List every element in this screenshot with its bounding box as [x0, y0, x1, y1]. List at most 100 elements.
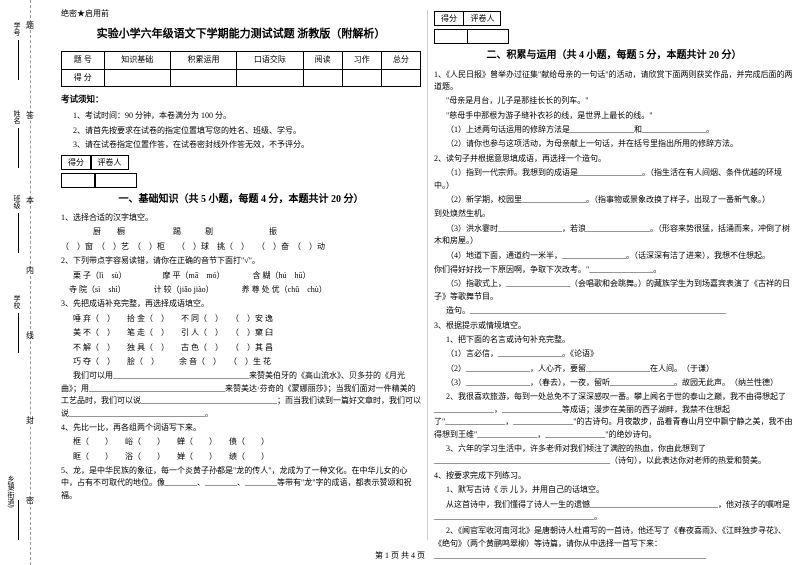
td[interactable]: [170, 69, 236, 86]
seal-char-4: 内: [26, 265, 34, 276]
section-2-title: 二、积累与运用（共 4 小题，每题 5 分，本题共计 20 分）: [434, 48, 794, 64]
q4: 4、先比一比，再各组两个词语写下来。: [61, 422, 421, 434]
margin-underline-4: [18, 313, 19, 353]
rater-label: 评卷人: [91, 155, 129, 170]
s2q1d: （2）请你也参与这项活动，为母亲献上一句话，并在括号里指出所用的修辞方法。: [434, 138, 794, 150]
content-area: 绝密★启用前 实验小学六年级语文下学期能力测试试题 浙教版（附解析） 题 号 知…: [55, 0, 800, 550]
s2q2e: （4）地道下面，通道约一米半，________________。（话深深有洁了进…: [434, 250, 794, 262]
th-1: 知识基础: [104, 52, 170, 69]
page-footer: 第 1 页 共 4 页: [0, 550, 800, 561]
th-3: 口语交际: [237, 52, 303, 69]
q3c: 不 解（ ） 独 具（ ） 古 色（ ） （ ）其 昌: [61, 342, 421, 354]
s2q2: 2、读句子并根据意思填成语，再选择一个造句。: [434, 153, 794, 165]
s2q3b: （1）言必信，________________。《论语》: [434, 348, 794, 360]
exam-title: 实验小学六年级语文下学期能力测试试题 浙教版（附解析）: [61, 26, 421, 43]
td[interactable]: [303, 69, 342, 86]
q3a: 唾 弃（ ） 拾 金（ ） 不 同（ ） （ ）安 逸: [61, 313, 421, 325]
s2q3e: 2、我很喜欢旅游，每到一处总免不了深深感叹一番。攀上闻名于世的泰山之巅，我不由得…: [434, 391, 794, 441]
q1: 1、选择合适的汉字填空。: [61, 212, 421, 224]
margin-underline-5: [18, 500, 19, 540]
th-num: 题 号: [62, 52, 105, 69]
td-score: 得 分: [62, 69, 105, 86]
q4b: 眶（ ） 浴（ ） 婵（ ） 绩（ ）: [61, 451, 421, 463]
seal-char-5: 线: [26, 330, 34, 341]
s2q1b: "慈母手中那根为游子缝补衣衫的线，是世界上最长的线。": [434, 110, 794, 122]
dashed-seal-line: [30, 0, 31, 565]
notice-1: 1、考试时间：90 分钟，本卷满分为 100 分。: [61, 110, 421, 122]
th-total: 总分: [381, 52, 420, 69]
margin-label-id: 学号: [12, 22, 22, 36]
q1-opts: （ ）窗 （ ）艺 （ ）柜 （ ）球 挑（ ） （ ）奋 （ ）动: [61, 241, 421, 253]
th-5: 习作: [342, 52, 381, 69]
score-blank[interactable]: [434, 29, 468, 44]
margin-underline-2: [18, 128, 19, 168]
q3e: 我们可以用__________________________________来…: [61, 370, 421, 420]
q3: 3、先把成语补充完整，再选择成语填空。: [61, 298, 421, 310]
s2q3a: 1、把下面的名言或诗句补充完整。: [434, 334, 794, 346]
q2a: 栗 子（lì sù） 摩 平（mā mó） 含 糊（hú hū）: [61, 270, 421, 282]
q2b: 寺 院（sì shì） 计 较（jiǎo jiào） 养 尊 处 优（chǔ c…: [61, 284, 421, 296]
seal-char-6: 封: [26, 415, 34, 426]
notice-header: 考试须知：: [61, 93, 421, 106]
td[interactable]: [381, 69, 420, 86]
s2q3c: （2）________________，人心齐，要留______________…: [434, 363, 794, 375]
table-row: 题 号 知识基础 积累运用 口语交际 阅读 习作 总分: [62, 52, 421, 69]
section-score-box: 得分 评卷人: [434, 11, 794, 26]
page: 学号 姓名 班级 学校 乡镇(街道) 题 答 本 内 线 封 密 绝密★启用前 …: [0, 0, 800, 565]
rater-label: 评卷人: [463, 11, 501, 26]
s2q2h: 造句。_____________________________________…: [434, 305, 794, 317]
seal-char-7: 密: [26, 495, 34, 506]
seal-char-1: 题: [26, 20, 34, 31]
td[interactable]: [342, 69, 381, 86]
section-score-box: 得分 评卷人: [61, 155, 421, 170]
s2q3d: （3）________________，（春去），一夜，留听__________…: [434, 377, 794, 389]
section-1-title: 一、基础知识（共 5 小题，每题 4 分，本题共计 20 分）: [61, 192, 421, 208]
margin-label-name: 姓名: [12, 110, 22, 124]
right-column: 得分 评卷人 二、积累与运用（共 4 小题，每题 5 分，本题共计 20 分） …: [428, 0, 800, 550]
q1-chars: 厨 橱 踢 剔 振: [61, 226, 421, 238]
binding-margin: 学号 姓名 班级 学校 乡镇(街道) 题 答 本 内 线 封 密: [0, 0, 48, 565]
q2: 2、下列带点字容易读错，请你在正确的音节下面打"√"。: [61, 255, 421, 267]
margin-underline-1: [18, 40, 19, 80]
s2q2c: 到处焕然生机。: [434, 208, 794, 220]
overall-score-table: 题 号 知识基础 积累运用 口语交际 阅读 习作 总分 得 分: [61, 51, 421, 87]
s2q2f: 你们得好好找一下原因啊，争取下次改考。"________________。: [434, 264, 794, 276]
score-blank[interactable]: [61, 173, 95, 188]
section-score-box-blank: [434, 29, 794, 44]
left-column: 绝密★启用前 实验小学六年级语文下学期能力测试试题 浙教版（附解析） 题 号 知…: [55, 0, 427, 550]
score-label: 得分: [434, 11, 464, 26]
s2q2g: （5）指歌式上，________________（会唱歌和会跳舞。）的藏族学生为…: [434, 278, 794, 303]
th-4: 阅读: [303, 52, 342, 69]
td[interactable]: [104, 69, 170, 86]
s2q1: 1、《人民日报》曾举办过征集"献给母亲的一句话"的活动，请欣赏下面两则获奖作品，…: [434, 69, 794, 94]
s2q4b: 从这首诗中，我们懂得了诗人一生的遗憾______________________…: [434, 499, 794, 524]
td[interactable]: [237, 69, 303, 86]
q5: 5、龙，是中华民族的象征，每一个炎黄子孙都是"龙的传人"，龙成为了一种文化。在中…: [61, 465, 421, 502]
margin-label-town: 乡镇(街道): [6, 475, 16, 508]
secret-level: 绝密★启用前: [61, 8, 421, 20]
s2q3: 3、根据提示或情境填空。: [434, 320, 794, 332]
notice-2: 2、请首先按要求在试卷的指定位置填写您的姓名、班级、学号。: [61, 125, 421, 137]
section-score-box-blank: [61, 173, 421, 188]
th-2: 积累运用: [170, 52, 236, 69]
s2q4a: 1、默写古诗《 示 儿 》，并用自己的话填空。: [434, 484, 794, 496]
margin-label-class: 班级: [12, 195, 22, 209]
rater-blank[interactable]: [95, 173, 137, 188]
s2q2b: （2）新学期，校园里________________。（指事物或景象改换了样子，…: [434, 194, 794, 206]
s2q1a: "母亲是月台，儿子是那挂长长的列车。": [434, 95, 794, 107]
s2q1c: （1）上述两句话运用的修辞方法是________________和_______…: [434, 124, 794, 136]
q3b: 美 不（ ） 笔 走（ ） 引 人（ ） （ ）窠 臼: [61, 327, 421, 339]
q3d: 巧 夺（ ） 脍（ ） 余 音（ ） （ ）生 花: [61, 356, 421, 368]
margin-label-school: 学校: [12, 295, 22, 309]
s2q3f: 3、六年的学习生活中，许多老师对我们倾注了满腔的热血，你由此想到了_______…: [434, 443, 794, 468]
margin-underline-3: [18, 213, 19, 253]
s2q2d: （3）洪水霎时________________，若浪______________…: [434, 223, 794, 248]
s2q2a: （1）指到一代宗师。我想到的成语是________________。（指生活在有…: [434, 167, 794, 192]
seal-char-2: 答: [26, 110, 34, 121]
s2q4: 4、按要求完成下列练习。: [434, 470, 794, 482]
seal-char-3: 本: [26, 195, 34, 206]
notice-3: 3、请在试卷指定位置作答，在试卷密封线外作答无效，不予评分。: [61, 139, 421, 151]
rater-blank[interactable]: [467, 29, 509, 44]
table-row: 得 分: [62, 69, 421, 86]
q4a: 框（ ） 峪（ ） 蝉（ ） 债（ ）: [61, 436, 421, 448]
